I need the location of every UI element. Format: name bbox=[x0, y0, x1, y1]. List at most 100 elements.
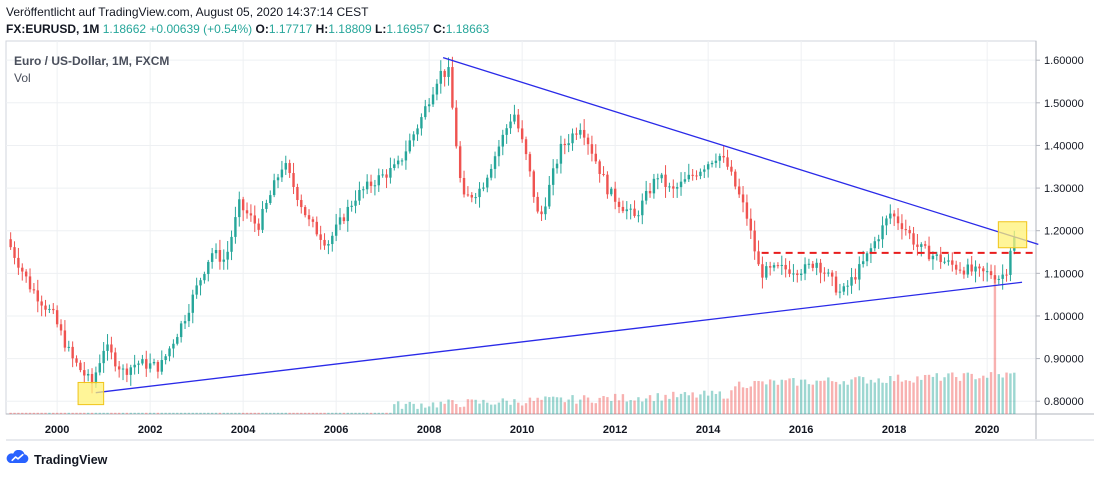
candle-body bbox=[920, 244, 923, 247]
candle-body bbox=[741, 194, 745, 203]
candle-body bbox=[253, 215, 256, 224]
candle-body bbox=[528, 154, 532, 172]
candle-body bbox=[342, 217, 346, 222]
volume-bar bbox=[125, 412, 129, 414]
volume-bar bbox=[272, 412, 276, 414]
volume-bar bbox=[156, 412, 160, 414]
candle-body bbox=[145, 359, 148, 369]
candle-body bbox=[17, 257, 20, 268]
volume-bar bbox=[117, 412, 121, 414]
volume-bar bbox=[606, 397, 609, 414]
candle-body bbox=[598, 161, 601, 174]
candle-body bbox=[241, 199, 245, 211]
candle-body bbox=[501, 134, 504, 147]
pane-title: Euro / US-Dollar, 1M, FXCM bbox=[14, 54, 170, 68]
candle-body bbox=[633, 208, 636, 216]
candle-body bbox=[854, 277, 857, 280]
volume-bar bbox=[881, 382, 884, 414]
candle-body bbox=[579, 129, 582, 135]
candle-body bbox=[44, 305, 47, 310]
x-tick-label: 2010 bbox=[510, 424, 534, 436]
highlight-box-2000[interactable] bbox=[77, 381, 105, 406]
candle-body bbox=[319, 234, 322, 240]
volume-bar bbox=[389, 412, 392, 414]
x-tick-label: 2004 bbox=[231, 424, 256, 436]
volume-bar bbox=[36, 412, 39, 414]
highlight-box-2020[interactable] bbox=[997, 221, 1028, 249]
candle-body bbox=[416, 128, 419, 135]
volume-bar bbox=[102, 412, 105, 414]
candle-body bbox=[40, 301, 43, 306]
volume-bar bbox=[234, 412, 237, 414]
volume-bar bbox=[966, 372, 969, 414]
candle-body bbox=[75, 358, 78, 363]
volume-bar bbox=[148, 412, 152, 414]
volume-bar bbox=[710, 390, 714, 414]
volume-bar bbox=[641, 401, 644, 414]
volume-bar bbox=[633, 400, 636, 414]
volume-bar bbox=[621, 394, 625, 414]
candle-body bbox=[935, 254, 938, 256]
candle-body bbox=[265, 203, 268, 209]
volume-bar bbox=[385, 412, 388, 414]
candle-body bbox=[861, 261, 865, 265]
resistance-trendline[interactable] bbox=[442, 57, 1039, 245]
candle-body bbox=[687, 174, 690, 180]
volume-bar bbox=[772, 380, 776, 414]
y-tick-label: 1.40000 bbox=[1044, 140, 1084, 152]
last-price: 1.18662 bbox=[102, 22, 147, 36]
candle-body bbox=[544, 206, 547, 215]
volume-bar bbox=[24, 412, 28, 414]
volume-bar bbox=[540, 399, 543, 414]
volume-bar bbox=[327, 412, 330, 414]
symbol-label[interactable]: FX:EURUSD, 1M bbox=[6, 22, 100, 36]
volume-bar bbox=[555, 397, 559, 414]
volume-bar bbox=[354, 412, 357, 414]
candle-body bbox=[745, 202, 749, 219]
volume-bar bbox=[67, 412, 70, 414]
candle-body bbox=[672, 186, 675, 189]
candle-body bbox=[474, 197, 477, 199]
volume-bar bbox=[602, 396, 605, 414]
volume-bar bbox=[1009, 373, 1012, 414]
volume-bar bbox=[346, 412, 349, 414]
volume-bar bbox=[416, 408, 419, 414]
volume-bar bbox=[288, 412, 291, 414]
candle-body bbox=[900, 223, 904, 230]
volume-bar bbox=[745, 388, 749, 414]
candle-body bbox=[761, 264, 764, 278]
volume-bar bbox=[656, 393, 659, 414]
candle-body bbox=[931, 255, 935, 260]
volume-bar bbox=[892, 381, 896, 414]
candle-body bbox=[943, 261, 946, 263]
candle-body bbox=[548, 184, 551, 207]
volume-bar bbox=[582, 395, 586, 414]
volume-bar bbox=[858, 376, 861, 414]
volume-bar bbox=[1005, 372, 1008, 414]
volume-bar bbox=[55, 412, 59, 414]
volume-bar bbox=[943, 377, 946, 414]
volume-bar bbox=[644, 398, 648, 414]
candle-body bbox=[989, 271, 993, 276]
candle-body bbox=[966, 264, 969, 275]
candle-body bbox=[892, 213, 896, 217]
volume-bar bbox=[94, 412, 98, 414]
volume-bar bbox=[1001, 377, 1004, 414]
volume-bar bbox=[447, 399, 450, 414]
tradingview-cloud-icon[interactable] bbox=[6, 449, 30, 469]
volume-bar bbox=[536, 397, 539, 414]
volume-bar bbox=[559, 397, 563, 414]
volume-bar bbox=[900, 381, 904, 414]
open-value: 1.17717 bbox=[268, 22, 313, 36]
footer-brand[interactable]: TradingView bbox=[34, 452, 108, 467]
volume-bar bbox=[497, 402, 501, 414]
volume-bar bbox=[551, 396, 555, 414]
volume-bar bbox=[982, 375, 985, 414]
support-trendline[interactable] bbox=[95, 281, 1023, 394]
candle-body bbox=[586, 137, 590, 145]
candle-body bbox=[447, 67, 450, 77]
volume-bar bbox=[594, 403, 597, 414]
candle-body bbox=[850, 277, 853, 286]
volume-bar bbox=[44, 412, 47, 414]
